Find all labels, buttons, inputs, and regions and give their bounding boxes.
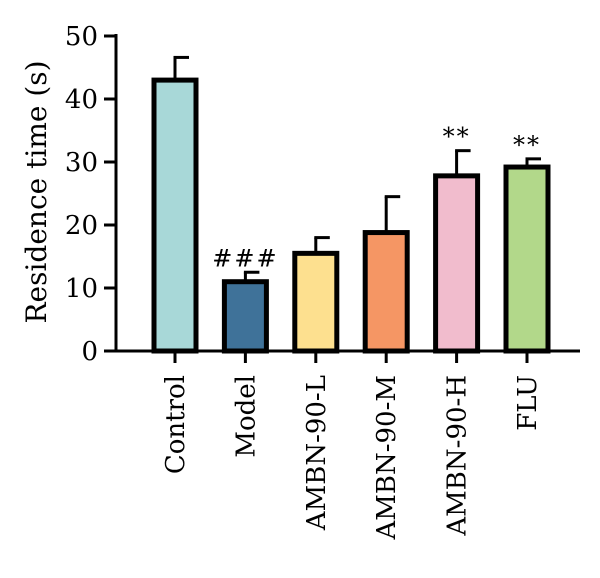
plot-area: 0 10 20 30 40 50 Control Model ### AMBN-90-L AMBN-… [65, 22, 580, 541]
bar-ambn-90-h [433, 173, 481, 354]
y-tick-label-30: 30 [65, 148, 98, 178]
x-tick-label-control: Control [161, 375, 191, 474]
x-tick-label-ambn-90-m: AMBN-90-M [372, 375, 402, 541]
bar-ambn-90-m [362, 230, 410, 354]
y-axis-label: Residence time (s) [20, 60, 53, 323]
x-tick-label-ambn-90-l: AMBN-90-L [302, 375, 332, 531]
y-tick-label-40: 40 [65, 85, 98, 115]
x-tick-label-flu: FLU [513, 375, 543, 431]
bar-model [221, 279, 269, 354]
y-tick-label-10: 10 [65, 274, 98, 304]
y-tick-label-0: 0 [81, 337, 98, 367]
bar-control [151, 77, 199, 354]
x-tick-label-ambn-90-h: AMBN-90-H [443, 375, 473, 537]
significance-label-flu: ** [513, 131, 541, 159]
y-tick-label-20: 20 [65, 211, 98, 241]
y-tick-label-50: 50 [65, 22, 98, 52]
x-tick-label-model: Model [231, 375, 261, 458]
significance-label-ambn-90-h: ** [443, 123, 471, 151]
bar-flu [503, 164, 551, 354]
bar-ambn-90-l [292, 250, 340, 354]
significance-label-model: ### [212, 244, 278, 272]
